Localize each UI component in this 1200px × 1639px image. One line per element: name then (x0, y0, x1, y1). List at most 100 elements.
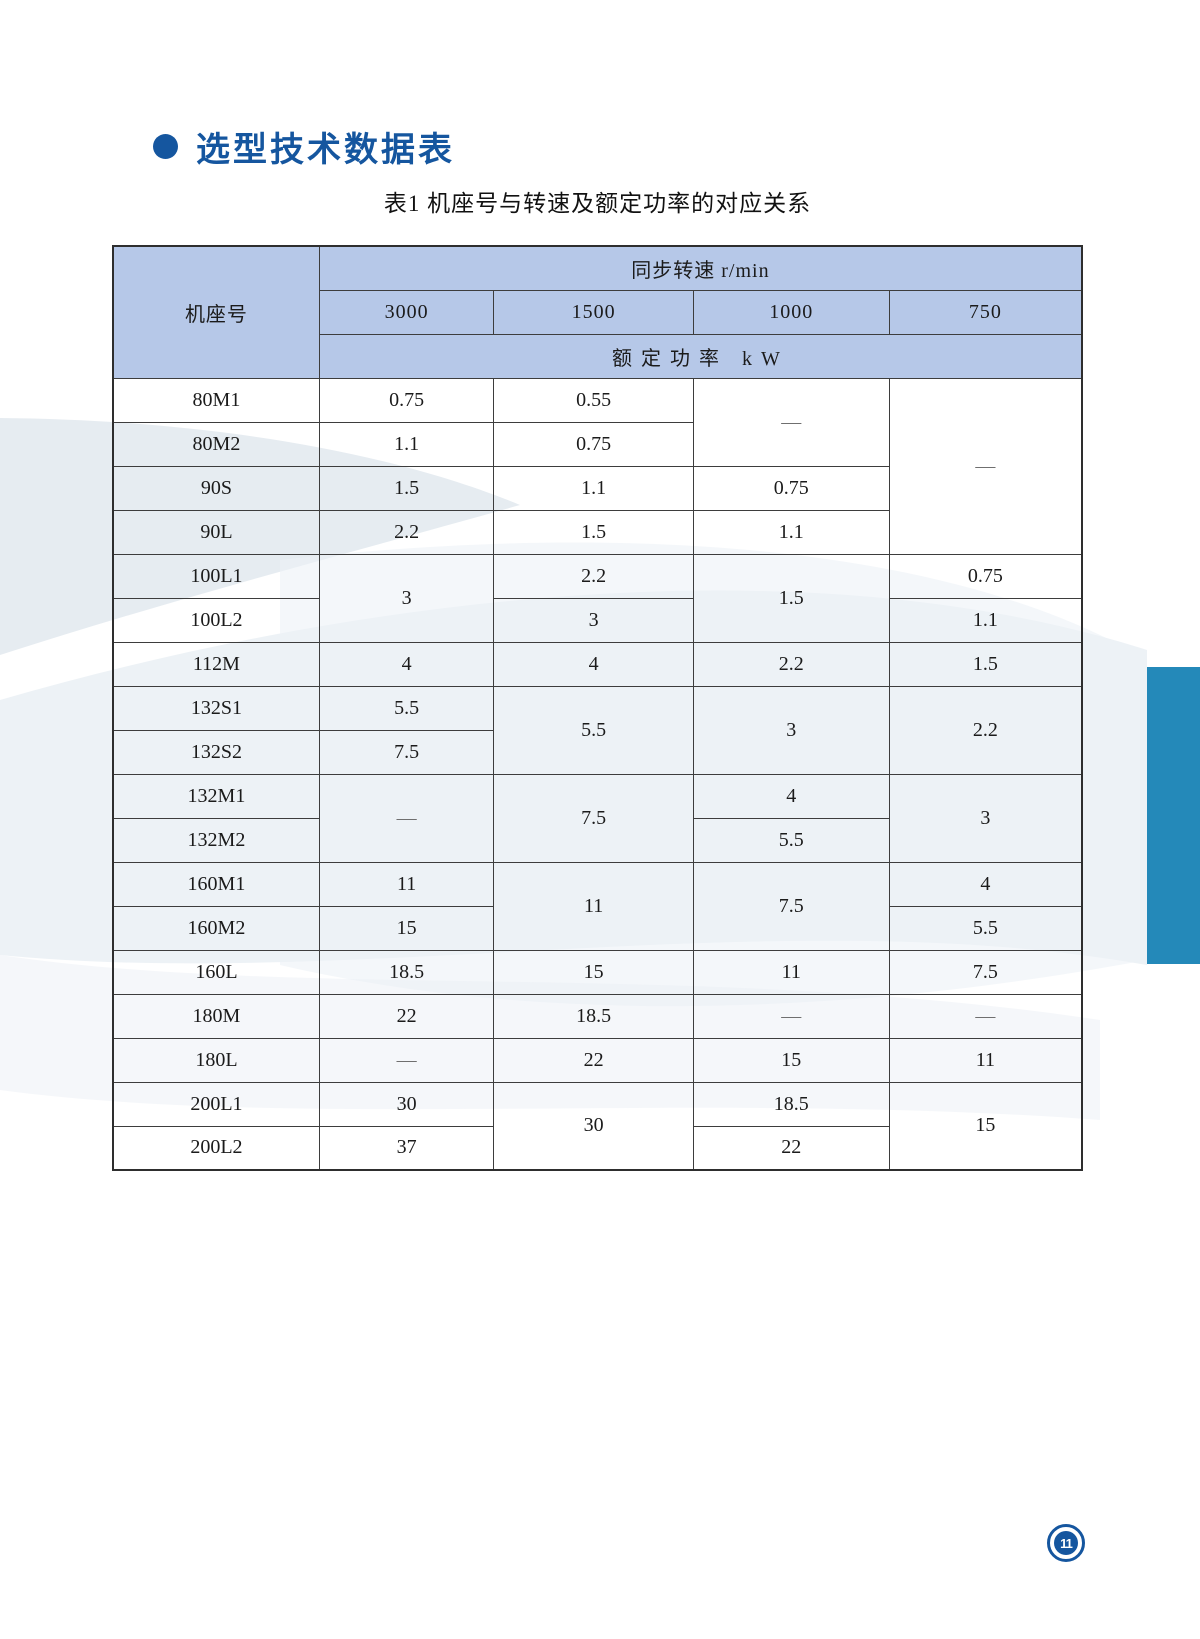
frame-number-cell: 132S2 (112, 729, 320, 775)
power-value-cell: — (318, 773, 495, 863)
power-value-cell: 11 (888, 1037, 1083, 1083)
power-value-cell: 5.5 (692, 817, 890, 863)
frame-number-cell: 132M2 (112, 817, 320, 863)
page-title: 选型技术数据表 (196, 130, 455, 169)
power-value-cell: 2.2 (888, 685, 1083, 775)
table-row: 112M 4 4 2.2 1.5 (112, 641, 1083, 687)
power-value-cell: 0.55 (493, 377, 694, 423)
table-row: 200L2 37 22 (112, 1125, 1082, 1171)
frame-number-cell: 100L1 (112, 553, 320, 599)
power-value-cell: 37 (318, 1125, 495, 1171)
power-value-cell: 22 (318, 993, 495, 1039)
power-value-cell: 7.5 (888, 949, 1083, 995)
power-value-cell: 15 (888, 1081, 1083, 1171)
page-number: 11 (1054, 1531, 1078, 1555)
frame-number-cell: 90S (112, 465, 320, 511)
table-header-row-speed-title: 机座号 同步转速 r/min (112, 245, 1083, 379)
table-row: 200L1 30 30 18.5 15 (112, 1081, 1083, 1171)
speed-column-header-1500: 1500 (493, 289, 694, 335)
table-caption: 表1 机座号与转速及额定功率的对应关系 (383, 191, 812, 216)
power-value-cell: 22 (692, 1125, 890, 1171)
selection-data-table: 机座号 同步转速 r/min 3000 1500 1000 750 额定功率 k… (112, 245, 1083, 1171)
frame-number-cell: 132S1 (112, 685, 320, 731)
frame-number-cell: 80M1 (112, 377, 320, 423)
power-value-cell: 18.5 (318, 949, 495, 995)
power-value-cell: 2.2 (493, 553, 694, 599)
power-value-cell: 3 (318, 553, 495, 643)
power-value-cell: — (888, 993, 1083, 1039)
table-header: 机座号 同步转速 r/min 3000 1500 1000 750 额定功率 k… (112, 245, 1083, 379)
table-row: 80M1 0.75 0.55— — (112, 377, 1083, 555)
frame-number-cell: 200L2 (112, 1125, 320, 1171)
speed-column-header-3000: 3000 (318, 289, 495, 335)
frame-number-cell: 80M2 (112, 421, 320, 467)
power-value-cell: 4 (888, 861, 1083, 907)
frame-number-cell: 180L (112, 1037, 320, 1083)
power-value-cell: 0.75 (888, 553, 1083, 599)
power-value-cell: 11 (318, 861, 495, 907)
power-value-cell: 3 (888, 773, 1083, 863)
power-value-cell: 7.5 (692, 861, 890, 951)
power-value-cell: 11 (493, 861, 694, 951)
power-value-cell: 2.2 (692, 641, 890, 687)
power-value-cell: 1.1 (493, 465, 694, 511)
frame-number-header: 机座号 (112, 245, 320, 379)
power-value-cell: 5.5 (888, 905, 1083, 951)
power-value-cell: 1.5 (493, 509, 694, 555)
power-value-cell: 0.75 (493, 421, 694, 467)
table-row: 100L2 3 1.1 (112, 597, 1083, 643)
frame-number-cell: 112M (112, 641, 320, 687)
power-value-cell: — (692, 377, 890, 467)
table-row: 160M1 11 11 7.5 4 (112, 861, 1083, 951)
power-value-cell: 1.5 (318, 465, 495, 511)
side-accent-bar (1147, 667, 1200, 964)
power-value-cell: 5.5 (318, 685, 495, 731)
power-value-cell: 30 (493, 1081, 694, 1171)
rated-power-header: 额定功率 kW (318, 333, 1083, 379)
frame-number-cell: 100L2 (112, 597, 320, 643)
table-row: 132M1—7.5 4 3 (112, 773, 1083, 863)
table-header-row-speed-values: 3000 1500 1000 750 (113, 289, 1083, 335)
table-row: 180M 22 18.5— — (112, 993, 1083, 1039)
power-value-cell: — (318, 1037, 495, 1083)
frame-number-cell: 180M (112, 993, 320, 1039)
power-value-cell: 18.5 (493, 993, 694, 1039)
power-value-cell: 15 (318, 905, 495, 951)
power-value-cell: 5.5 (493, 685, 694, 775)
table-body: 80M1 0.75 0.55— —80M2 1.1 0.75 90S 1.5 1.1 0.75 90… (112, 377, 1083, 1171)
speed-column-header-1000: 1000 (692, 289, 890, 335)
table-row: 180L —22 15 11 (112, 1037, 1083, 1083)
power-value-cell: 30 (318, 1081, 495, 1127)
speed-column-header-750: 750 (888, 289, 1083, 335)
table-row: 132S1 5.5 5.5 3 2.2 (112, 685, 1083, 775)
frame-number-cell: 90L (112, 509, 320, 555)
bullet-icon (153, 133, 178, 159)
frame-number-cell: 160M2 (112, 905, 320, 951)
power-value-cell: 18.5 (692, 1081, 890, 1127)
power-value-cell: — (888, 377, 1083, 555)
power-value-cell: 7.5 (493, 773, 694, 863)
power-value-cell: 1.5 (888, 641, 1083, 687)
power-value-cell: 4 (318, 641, 495, 687)
power-value-cell: 3 (692, 685, 890, 775)
power-value-cell: 4 (692, 773, 890, 819)
frame-number-cell: 132M1 (112, 773, 320, 819)
power-value-cell: 1.5 (692, 553, 890, 643)
frame-number-cell: 160M1 (112, 861, 320, 907)
page-heading: 选型技术数据表 (153, 122, 455, 170)
power-value-cell: 1.1 (692, 509, 890, 555)
table-row: 160L 18.5 15 11 7.5 (112, 949, 1083, 995)
frame-number-cell: 160L (112, 949, 320, 995)
power-value-cell: 2.2 (318, 509, 495, 555)
power-value-cell: — (692, 993, 890, 1039)
power-value-cell: 7.5 (318, 729, 495, 775)
power-value-cell: 4 (493, 641, 694, 687)
power-value-cell: 0.75 (692, 465, 890, 511)
frame-number-cell: 200L1 (112, 1081, 320, 1127)
power-value-cell: 1.1 (888, 597, 1083, 643)
table-header-row-power-title: 额定功率 kW (113, 333, 1083, 379)
page-number-badge: 11 (1047, 1524, 1085, 1562)
power-value-cell: 15 (692, 1037, 890, 1083)
power-value-cell: 3 (493, 597, 694, 643)
